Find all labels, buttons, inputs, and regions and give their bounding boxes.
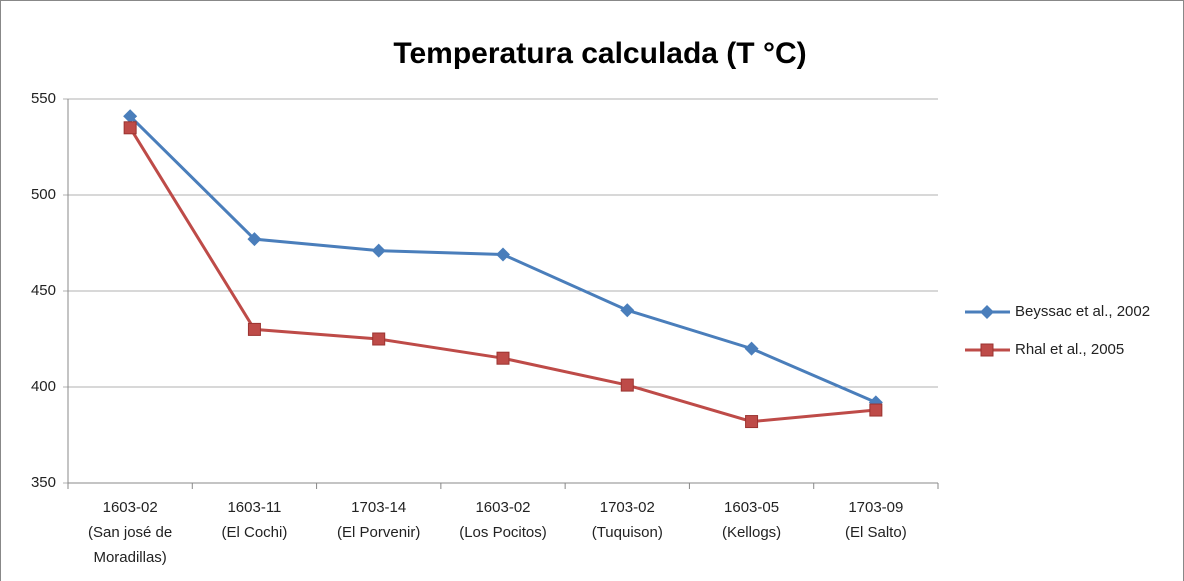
x-tick-label: 1703-14 xyxy=(351,499,406,516)
x-tick-label: (El Cochi) xyxy=(221,524,287,541)
x-tick-label: (Tuquison) xyxy=(592,524,663,541)
point xyxy=(745,415,759,429)
legend-marker xyxy=(980,305,994,319)
x-tick-label: 1603-05 xyxy=(724,499,779,516)
point xyxy=(371,243,386,258)
x-tick-label: 1603-02 xyxy=(475,499,530,516)
y-tick-label: 450 xyxy=(31,282,56,299)
y-tick-label: 500 xyxy=(31,186,56,203)
y-tick-label: 550 xyxy=(31,90,56,107)
x-tick-label: 1603-02 xyxy=(103,499,158,516)
legend-label: Rhal et al., 2005 xyxy=(1015,341,1124,358)
point xyxy=(496,247,510,262)
point xyxy=(620,378,634,392)
x-tick-label: Moradillas) xyxy=(93,549,166,566)
point xyxy=(247,322,261,336)
point xyxy=(620,303,635,318)
x-tick-label: (El Porvenir) xyxy=(337,524,420,541)
legend-marker xyxy=(980,343,994,357)
x-tick-label: 1603-11 xyxy=(227,499,281,516)
y-tick-label: 350 xyxy=(31,474,56,491)
point xyxy=(869,403,883,417)
legend-label: Beyssac et al., 2002 xyxy=(1015,303,1150,320)
x-tick-label: (Los Pocitos) xyxy=(459,524,547,541)
x-tick-label: (Kellogs) xyxy=(722,524,781,541)
x-tick-label: 1703-02 xyxy=(600,499,655,516)
x-tick-label: 1703-09 xyxy=(848,499,903,516)
point xyxy=(744,341,759,356)
point xyxy=(496,351,510,365)
point xyxy=(372,332,386,346)
point xyxy=(123,109,138,124)
y-tick-label: 400 xyxy=(31,378,56,395)
chart-title: Temperatura calculada (T °C) xyxy=(393,37,806,70)
x-tick-label: (San josé de xyxy=(88,524,172,541)
point xyxy=(123,121,137,135)
point xyxy=(247,232,262,247)
x-tick-label: (El Salto) xyxy=(845,524,907,541)
